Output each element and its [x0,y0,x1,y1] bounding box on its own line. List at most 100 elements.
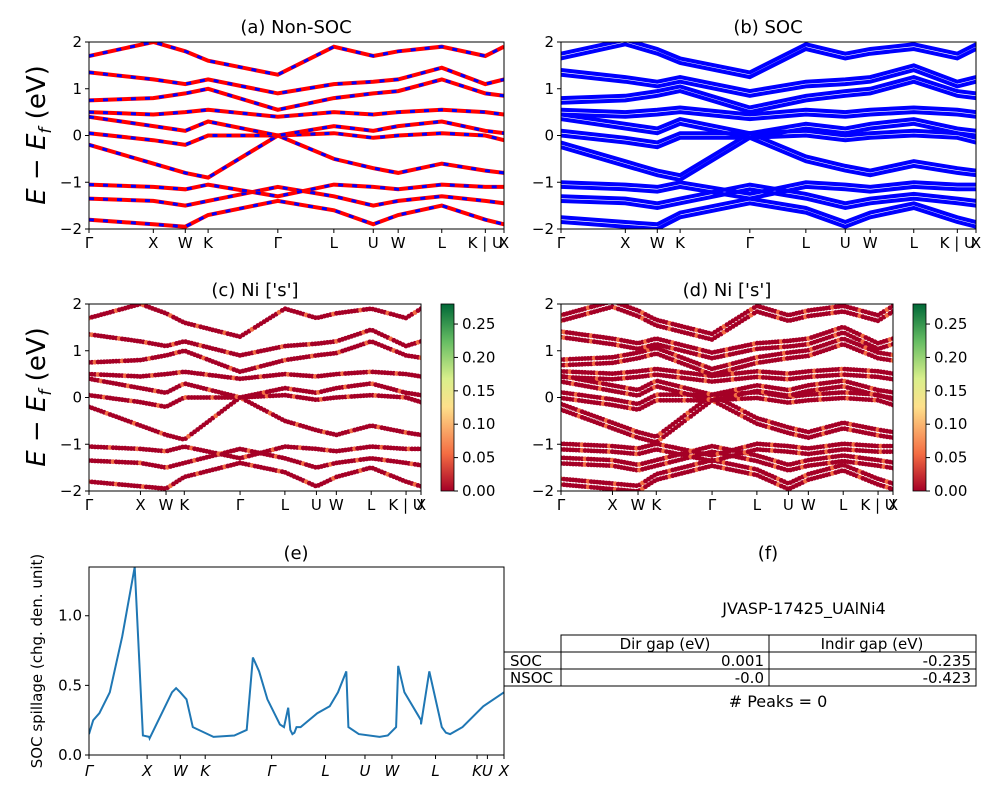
band-line [561,187,976,211]
xtick-label: K | U [388,496,423,514]
xtick-label: Γ [557,496,566,514]
band-line-soc-overlay [89,77,504,112]
band-point [890,352,893,358]
band-point [610,299,615,304]
svg-text:E − Ef (eV): E − Ef (eV) [22,65,56,205]
colorbar-tick-label: 0.20 [462,348,495,366]
spillage-line [89,567,504,742]
ytick-label: −2 [60,220,82,238]
band-line-soc-overlay [89,131,504,147]
xtick-label: Γ [85,496,94,514]
band-point [600,304,606,307]
band-line [561,112,976,136]
colorbar-tick-label: 0.20 [934,348,967,366]
band-line-soc-overlay [89,108,504,119]
band-line [561,196,976,227]
colorbar-tick-label: 0.15 [934,382,967,400]
panel-b-title: (b) SOC [733,17,802,38]
xtick-label: L [431,762,439,780]
xtick-label: Γ [708,496,717,514]
ytick-label: 1 [544,342,554,360]
xtick-label: W [391,234,406,252]
xtick-label: Γ [274,234,283,252]
xtick-label: X [607,496,617,514]
band-point [890,460,893,465]
band-line-soc-overlay [89,183,504,198]
ylabel-row2: E − Ef (eV) [22,327,56,467]
ytick-label: 2 [72,33,82,51]
band-point [890,435,893,441]
xtick-label: Γ [85,762,95,780]
ytick-label: 1.0 [58,607,82,625]
xtick-label: U [840,234,851,252]
band-point [418,483,421,489]
band-line [561,63,976,94]
ylabel-row1: E − Ef (eV) [22,65,56,205]
band-line-soc-overlay [89,66,504,95]
xtick-label: L [330,234,339,252]
band-point [418,306,421,312]
xtick-label: K [179,496,190,514]
panel-d-title: (d) Ni ['s'] [683,280,772,301]
band-line [89,133,504,180]
panel-b-bands [561,42,976,229]
band-point [418,339,421,344]
band-point [418,392,421,398]
panel-e-ylabel: SOC spillage (chg. den. unit) [28,554,46,769]
band-point [890,358,893,363]
xtick-label: W [631,496,646,514]
xtick-label: U [783,496,794,514]
xtick-label: L [321,762,329,780]
table-row-nsoc-dir: -0.0 [735,669,764,687]
xtick-label: X [141,762,153,780]
ytick-label: −2 [60,482,82,500]
xtick-label: W [385,762,401,780]
band-line [561,42,976,75]
colorbar-c-ticks: 0.00 0.05 0.10 0.15 0.20 0.25 [454,315,495,500]
panel-a-bands [89,42,504,229]
colorbar-d [912,303,927,492]
xtick-label: K [472,762,483,780]
band-line [561,128,976,145]
band-line-soc-overlay [89,115,504,138]
panel-e-yticks: 0.0 0.5 1.0 [58,607,89,764]
colorbar-tick-label: 0.15 [462,382,495,400]
band-line [561,75,976,110]
xtick-label: X [498,762,510,780]
xtick-label: Γ [746,234,755,252]
xtick-label: K [203,234,214,252]
ytick-label: 0 [544,389,554,407]
xtick-label: L [839,496,848,514]
xtick-label: K | U [468,234,503,252]
band-point [890,336,893,341]
band-point [890,465,893,471]
panel-a-title: (a) Non-SOC [240,17,351,38]
xtick-label: W [173,762,189,780]
xtick-label: Γ [85,234,94,252]
band-point [890,371,893,377]
band-line [561,79,976,115]
table-header-dir-gap: Dir gap (eV) [620,635,711,653]
panel-a-yticks: −2 −1 0 1 2 [60,33,89,238]
band-point [890,486,893,491]
xtick-label: W [178,234,193,252]
xtick-label: Γ [557,234,566,252]
band-line-soc-overlay [89,42,504,77]
band-line [561,182,976,206]
band-line [561,105,976,117]
colorbar-c [440,303,455,492]
band-line [561,42,976,80]
ytick-label: −1 [532,435,554,453]
ytick-label: −1 [60,173,82,191]
panel-d-bands [561,299,893,491]
xtick-label: L [281,496,290,514]
xtick-label: K | U [860,496,895,514]
colorbar-tick-label: 0.00 [934,482,967,500]
xtick-label: W [329,496,344,514]
